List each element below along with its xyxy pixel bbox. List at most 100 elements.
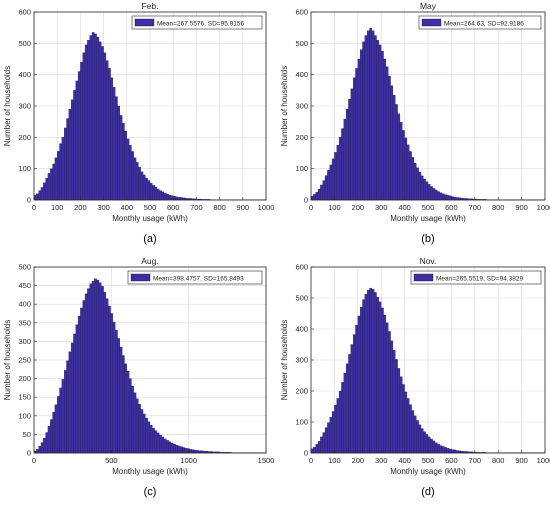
histogram-bar (66, 361, 68, 453)
histogram-bar (362, 300, 364, 453)
x-tick-label: 900 (237, 203, 250, 212)
histogram-bar (353, 335, 355, 453)
histogram-bar (48, 426, 50, 453)
histogram-bar (185, 448, 187, 453)
histogram-bar (449, 196, 451, 200)
histogram-bar (351, 345, 353, 454)
histogram-bar (320, 185, 322, 200)
histogram-bar (143, 414, 145, 453)
histogram-bar (426, 434, 428, 453)
histogram-bar (337, 398, 339, 453)
histogram-bar (148, 422, 150, 453)
y-axis-label: Number of households (3, 320, 12, 401)
histogram-bar (94, 279, 96, 453)
histogram-bar (449, 449, 451, 453)
histogram-bar (66, 119, 68, 200)
histogram-bar (78, 72, 80, 200)
histogram-bar (39, 446, 41, 453)
x-axis-label: Monthly usage (kWh) (390, 214, 466, 223)
histogram-bar (433, 188, 435, 200)
histogram-bar (391, 341, 393, 453)
histogram-bar (334, 405, 336, 453)
histogram-bar (393, 95, 395, 200)
histogram-bar (164, 193, 166, 200)
histogram-bar (97, 37, 99, 200)
histogram-bar (173, 196, 175, 200)
histogram-bar (419, 172, 421, 200)
histogram-bar (83, 300, 85, 453)
histogram-bar (430, 187, 432, 200)
x-tick-label: 1000 (537, 456, 550, 465)
y-tick-label: 450 (18, 281, 31, 290)
histogram-bar (62, 137, 64, 200)
y-tick-label: 500 (295, 39, 308, 48)
y-tick-label: 0 (304, 449, 308, 458)
histogram-bar (43, 183, 45, 200)
chart-title: Feb. (141, 1, 158, 11)
histogram-bar (108, 306, 110, 453)
histogram-bar (442, 446, 444, 453)
histogram-panel-2: 0100200300400500600700800900100001002003… (280, 1, 550, 245)
x-tick-label: 500 (422, 203, 435, 212)
x-tick-label: 1500 (258, 456, 275, 465)
histogram-bar (339, 137, 341, 200)
histogram-bar (409, 151, 411, 200)
histogram-bar (36, 194, 38, 200)
x-tick-label: 1000 (537, 203, 550, 212)
histogram-bar (78, 316, 80, 453)
histogram-bar (159, 435, 161, 453)
y-tick-label: 100 (295, 418, 308, 427)
histogram-bar (355, 68, 357, 200)
histogram-bar (155, 187, 157, 200)
histogram-bar (421, 429, 423, 453)
y-tick-label: 250 (18, 356, 31, 365)
histogram-bar (348, 354, 350, 453)
histogram-bar (71, 343, 73, 453)
histogram-bar (176, 197, 178, 200)
chart-title: Aug. (141, 256, 159, 266)
histogram-bar (374, 292, 376, 453)
histogram-bar (71, 100, 73, 200)
histogram-bar (437, 444, 439, 453)
histogram-bar (360, 307, 362, 453)
histogram-bar (374, 36, 376, 201)
y-tick-label: 600 (18, 8, 31, 17)
histogram-bar (69, 109, 71, 200)
histogram-bar (323, 433, 325, 453)
histogram-bar (360, 50, 362, 200)
histogram-bar (101, 286, 103, 453)
histogram-bar (60, 144, 62, 200)
histogram-bar (46, 433, 48, 453)
histogram-bar (118, 338, 120, 453)
x-tick-label: 200 (352, 203, 365, 212)
histogram-bar (171, 196, 173, 200)
y-tick-label: 400 (295, 70, 308, 79)
x-tick-label: 0 (309, 203, 313, 212)
histogram-bar (407, 145, 409, 200)
x-axis-label: Monthly usage (kWh) (112, 214, 188, 223)
histogram-bar (377, 40, 379, 200)
histogram-bar (136, 162, 138, 200)
histogram-bar (440, 193, 442, 200)
x-tick-label: 100 (328, 203, 341, 212)
histogram-bar (134, 393, 136, 453)
histogram-bar (164, 439, 166, 453)
histogram-bar (444, 195, 446, 200)
histogram-bar (124, 364, 126, 453)
histogram-bar (138, 167, 140, 200)
y-tick-label: 200 (18, 374, 31, 383)
histogram-bar (41, 443, 43, 453)
y-tick-label: 600 (295, 263, 308, 272)
histogram-bar (187, 449, 189, 453)
x-tick-label: 100 (51, 203, 64, 212)
histogram-bar (393, 350, 395, 453)
histogram-bar (131, 151, 133, 200)
histogram-bar (346, 109, 348, 200)
histogram-bar (178, 197, 180, 200)
histogram-bar (41, 187, 43, 200)
x-tick-label: 0 (309, 456, 313, 465)
histogram-bar (169, 442, 171, 453)
x-tick-label: 600 (445, 203, 458, 212)
histogram-bar (111, 78, 113, 200)
x-tick-label: 400 (398, 456, 411, 465)
